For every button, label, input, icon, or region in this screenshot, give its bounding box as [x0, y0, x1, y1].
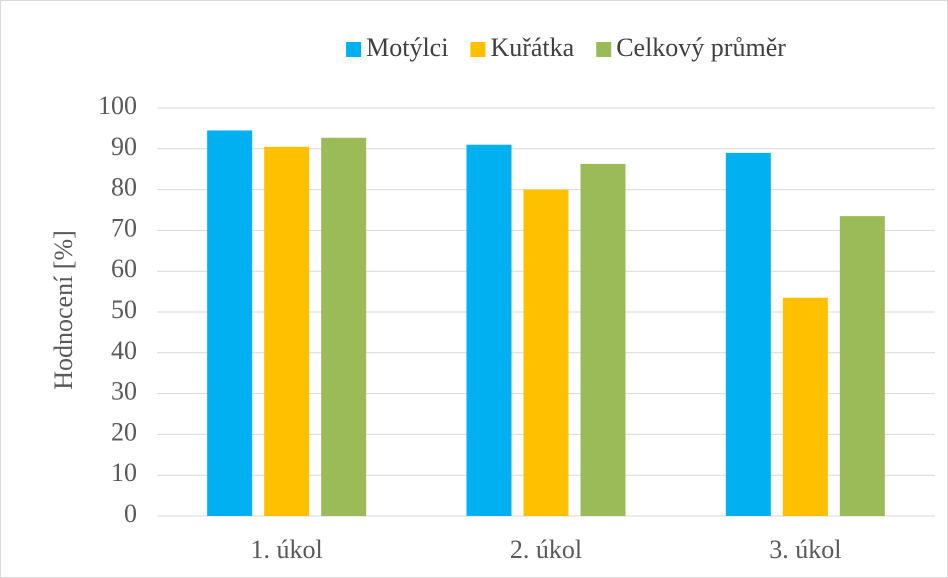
- legend-swatch: [346, 42, 362, 57]
- bar: [264, 146, 310, 516]
- bar: [782, 297, 828, 516]
- y-tick-label: 10: [111, 458, 137, 487]
- y-axis-label: Hodnocení [%]: [49, 230, 78, 390]
- legend-swatch: [470, 42, 486, 57]
- legend-label: Celkový průměr: [616, 33, 786, 62]
- bar: [321, 137, 367, 516]
- bar: [207, 130, 253, 516]
- legend-label: Kuřátka: [490, 33, 574, 62]
- bar: [580, 163, 626, 516]
- y-tick-label: 20: [111, 417, 137, 446]
- y-tick-label: 50: [111, 295, 137, 324]
- y-tick-label: 80: [111, 173, 137, 202]
- bar: [523, 189, 569, 516]
- y-tick-label: 100: [98, 91, 137, 120]
- y-tick-label: 30: [111, 377, 137, 406]
- bar: [725, 152, 771, 516]
- y-tick-label: 40: [111, 336, 137, 365]
- y-tick-label: 70: [111, 213, 137, 242]
- x-tick-label: 1. úkol: [251, 535, 323, 564]
- x-tick-label: 3. úkol: [769, 535, 841, 564]
- y-tick-label: 90: [111, 132, 137, 161]
- bar: [839, 216, 885, 516]
- y-tick-label: 60: [111, 254, 137, 283]
- x-tick-label: 2. úkol: [510, 535, 582, 564]
- bar: [466, 144, 512, 516]
- legend-swatch: [596, 42, 612, 57]
- legend-label: Motýlci: [366, 33, 448, 62]
- y-tick-label: 0: [124, 499, 137, 528]
